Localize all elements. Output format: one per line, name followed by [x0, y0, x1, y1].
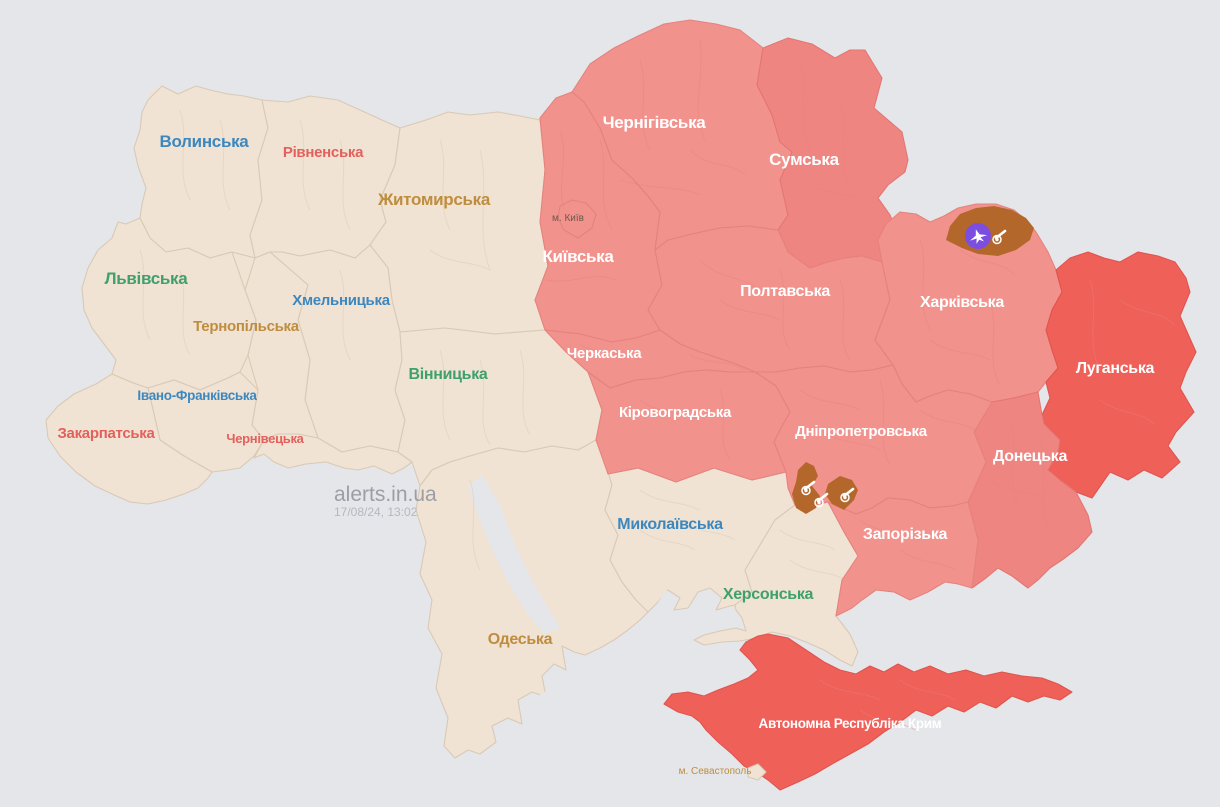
- water-and-foreign-gaps: [468, 475, 674, 712]
- label-kirovohradska: Кіровоградська: [619, 404, 732, 421]
- label-zaporizka: Запорізька: [863, 526, 948, 543]
- buh-estuary: [652, 590, 674, 616]
- label-odeska: Одеська: [488, 631, 553, 648]
- label-sumska: Сумська: [769, 150, 839, 169]
- label-zhytomyrska: Житомирська: [377, 190, 491, 209]
- raion-borders-calm: [139, 109, 846, 581]
- alert-oblasts: [534, 19, 1197, 791]
- moldova-gap: [468, 475, 560, 634]
- label-sevastopol-city: м. Севастополь: [679, 766, 752, 777]
- label-volynska: Волинська: [160, 132, 250, 151]
- artillery-cannon-icon[interactable]: [840, 487, 855, 503]
- label-kyiv-city: м. Київ: [552, 213, 584, 224]
- shahed-drone-icon: [970, 229, 988, 244]
- label-vinnytska: Вінницька: [408, 366, 487, 383]
- threat-markers: [801, 223, 1007, 508]
- artillery-cannon-icon[interactable]: [801, 480, 816, 496]
- label-poltavska: Полтавська: [740, 283, 830, 300]
- label-lvivska: Львівська: [105, 269, 189, 288]
- label-crimea: Автономна Республіка Крим: [759, 716, 942, 731]
- label-zakarpatska: Закарпатська: [57, 425, 155, 442]
- label-mykolaivska: Миколаївська: [617, 516, 723, 533]
- region-zaporizka[interactable]: [827, 497, 979, 617]
- watermark: alerts.in.ua 17/08/24, 13:02: [334, 483, 437, 519]
- label-khmelnytska: Хмельницька: [292, 292, 390, 309]
- label-rivnenska: Рівненська: [283, 144, 364, 161]
- artillery-cannon-icon[interactable]: [814, 492, 829, 508]
- region-volynska[interactable]: [133, 85, 269, 259]
- label-kyivska: Київська: [542, 247, 614, 266]
- watermark-site: alerts.in.ua: [334, 483, 437, 506]
- artillery-cannon-icon[interactable]: [992, 229, 1007, 245]
- dniester-estuary: [526, 682, 578, 712]
- drone-alert-badge[interactable]: [965, 223, 991, 249]
- label-khersonska: Херсонська: [723, 586, 814, 603]
- region-luhanska[interactable]: [1041, 251, 1197, 499]
- label-dnipropetrovska: Дніпропетровська: [795, 423, 928, 440]
- label-ternopilska: Тернопільська: [193, 318, 300, 335]
- label-ivano-frankivska: Івано-Франківська: [137, 388, 257, 403]
- region-sevastopol-city[interactable]: [747, 763, 767, 781]
- region-zakarpatska[interactable]: [45, 373, 213, 505]
- region-crimea[interactable]: [663, 633, 1073, 791]
- label-chernivetska: Чернівецька: [226, 431, 304, 446]
- region-chernivetska[interactable]: [253, 433, 413, 475]
- oblast-labels: Волинська Рівненська Житомирська Львівсь…: [57, 113, 1154, 777]
- label-luhanska: Луганська: [1076, 360, 1155, 377]
- watermark-timestamp: 17/08/24, 13:02: [334, 505, 418, 519]
- label-kharkivska: Харківська: [920, 294, 1004, 311]
- region-kirovohradska[interactable]: [587, 369, 791, 483]
- region-kyiv-city[interactable]: [557, 199, 597, 239]
- label-donetska: Донецька: [993, 448, 1068, 465]
- label-chernihivska: Чернігівська: [603, 113, 707, 132]
- label-cherkaska: Черкаська: [567, 345, 643, 362]
- raion-borders-alert: [544, 39, 1176, 731]
- artillery-raion-marhanets[interactable]: [825, 476, 858, 510]
